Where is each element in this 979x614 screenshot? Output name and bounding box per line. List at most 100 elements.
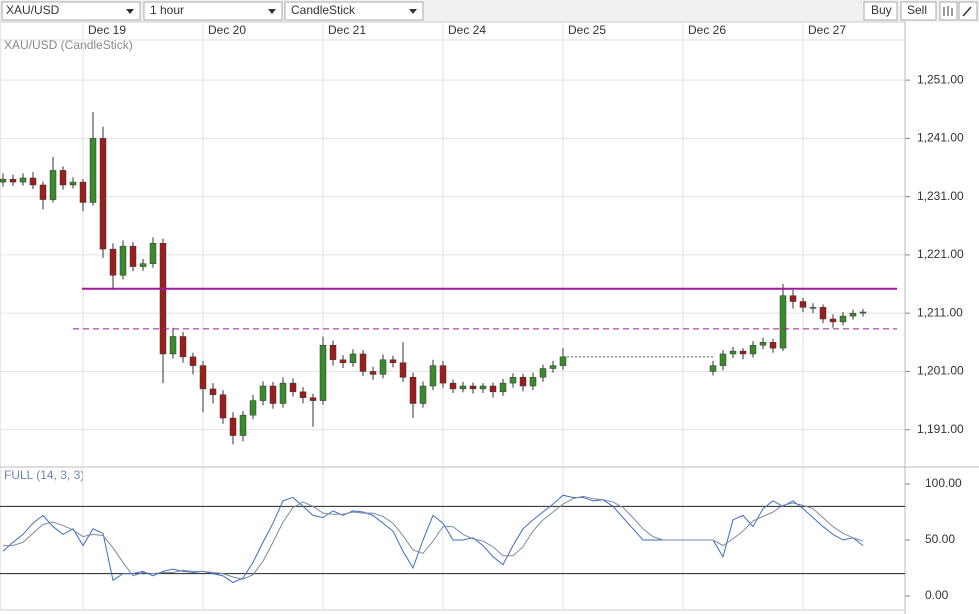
candle-body xyxy=(819,307,827,320)
candle-body xyxy=(799,301,807,308)
candle-body xyxy=(549,365,557,369)
stochastic-line xyxy=(3,495,864,580)
price-panel-title: XAU/USD (CandleStick) xyxy=(4,38,133,52)
stoch-panel-title: FULL (14, 3, 3) xyxy=(4,468,84,482)
candle-body xyxy=(499,382,507,393)
y-tick-label: 100.00 xyxy=(925,476,962,490)
candle-body xyxy=(369,371,377,375)
candle-body xyxy=(79,181,87,203)
candle-body xyxy=(289,382,297,393)
buy-button[interactable]: Buy xyxy=(863,1,898,21)
candle-body xyxy=(459,385,467,390)
candle-body xyxy=(759,342,767,346)
candle-body xyxy=(839,315,847,323)
candle-body xyxy=(349,353,357,363)
candle-body xyxy=(719,353,727,366)
candle-body xyxy=(299,391,307,398)
candle-body xyxy=(269,385,277,404)
y-tick-label: 1,191.00 xyxy=(917,422,964,436)
candle-body xyxy=(529,377,537,387)
candle-body xyxy=(49,170,57,200)
candle-body xyxy=(89,138,97,203)
candle-body xyxy=(479,385,487,390)
candle-body xyxy=(179,336,187,358)
candle-body xyxy=(729,350,737,355)
x-tick-label: Dec 20 xyxy=(208,23,246,37)
candle-body xyxy=(99,138,107,250)
y-tick-label: 1,201.00 xyxy=(917,364,964,378)
candle-body xyxy=(109,248,117,276)
candle-body xyxy=(29,177,37,186)
draw-button[interactable] xyxy=(958,1,978,21)
candle-body xyxy=(829,318,837,323)
candle-body xyxy=(159,243,167,355)
candle-body xyxy=(9,178,17,183)
x-tick-label: Dec 25 xyxy=(568,23,606,37)
buy-label: Buy xyxy=(871,3,892,17)
candle-body xyxy=(399,362,407,378)
chart-type: CandleStick xyxy=(291,3,356,17)
candle-body xyxy=(59,170,67,186)
candle-body xyxy=(19,177,27,183)
candle-body xyxy=(39,184,47,200)
candle-body xyxy=(219,394,227,419)
candle-body xyxy=(739,350,747,355)
candle-body xyxy=(859,311,867,314)
y-tick-label: 50.00 xyxy=(925,532,955,546)
candle-body xyxy=(749,344,757,355)
candle-body xyxy=(439,365,447,384)
y-tick-label: 1,231.00 xyxy=(917,189,964,203)
y-tick-label: 0.00 xyxy=(925,588,949,602)
symbol-select[interactable]: XAU/USD xyxy=(1,1,141,21)
candle-body xyxy=(319,344,327,401)
chart-type-select[interactable]: CandleStick xyxy=(284,1,424,21)
candle-body xyxy=(509,377,517,384)
candle-body xyxy=(539,368,547,378)
candle-body xyxy=(449,382,457,390)
sell-button[interactable]: Sell xyxy=(900,1,937,21)
candle-body xyxy=(379,359,387,375)
x-tick-label: Dec 27 xyxy=(808,23,846,37)
y-tick-label: 1,251.00 xyxy=(917,72,964,86)
interval: 1 hour xyxy=(150,3,184,17)
candle-body xyxy=(169,336,177,355)
x-tick-label: Dec 26 xyxy=(688,23,726,37)
candle-body xyxy=(209,388,217,395)
candle-body xyxy=(489,385,497,393)
candle-body xyxy=(339,359,347,363)
candle-body xyxy=(409,377,417,404)
candle-body xyxy=(519,377,527,387)
candle-body xyxy=(139,263,147,267)
candle-body xyxy=(469,385,477,390)
candle-body xyxy=(239,414,247,436)
x-tick-label: Dec 19 xyxy=(88,23,126,37)
candle-body xyxy=(779,295,787,349)
y-tick-label: 1,221.00 xyxy=(917,247,964,261)
x-tick-label: Dec 24 xyxy=(448,23,486,37)
interval-select[interactable]: 1 hour xyxy=(143,1,283,21)
plot-area xyxy=(0,21,906,611)
y-tick-label: 1,211.00 xyxy=(917,305,963,319)
candle-body xyxy=(359,353,367,372)
candle-body xyxy=(559,356,567,366)
candle-body xyxy=(389,359,397,363)
candle-body xyxy=(119,245,127,276)
indicator-button[interactable] xyxy=(939,1,958,21)
candle-body xyxy=(709,365,717,372)
candle-body xyxy=(279,382,287,404)
candle-body xyxy=(199,365,207,390)
candle-body xyxy=(69,181,77,186)
candle-body xyxy=(0,178,7,183)
symbol: XAU/USD xyxy=(6,3,60,17)
candle-body xyxy=(429,365,437,387)
sell-label: Sell xyxy=(907,3,927,17)
x-tick-label: Dec 21 xyxy=(328,23,366,37)
y-tick-label: 1,241.00 xyxy=(917,131,964,145)
candle-body xyxy=(809,307,817,309)
candle-body xyxy=(259,385,267,401)
candle-body xyxy=(229,417,237,436)
candle-body xyxy=(769,342,777,349)
candle-body xyxy=(249,400,257,416)
candle-body xyxy=(329,344,337,361)
